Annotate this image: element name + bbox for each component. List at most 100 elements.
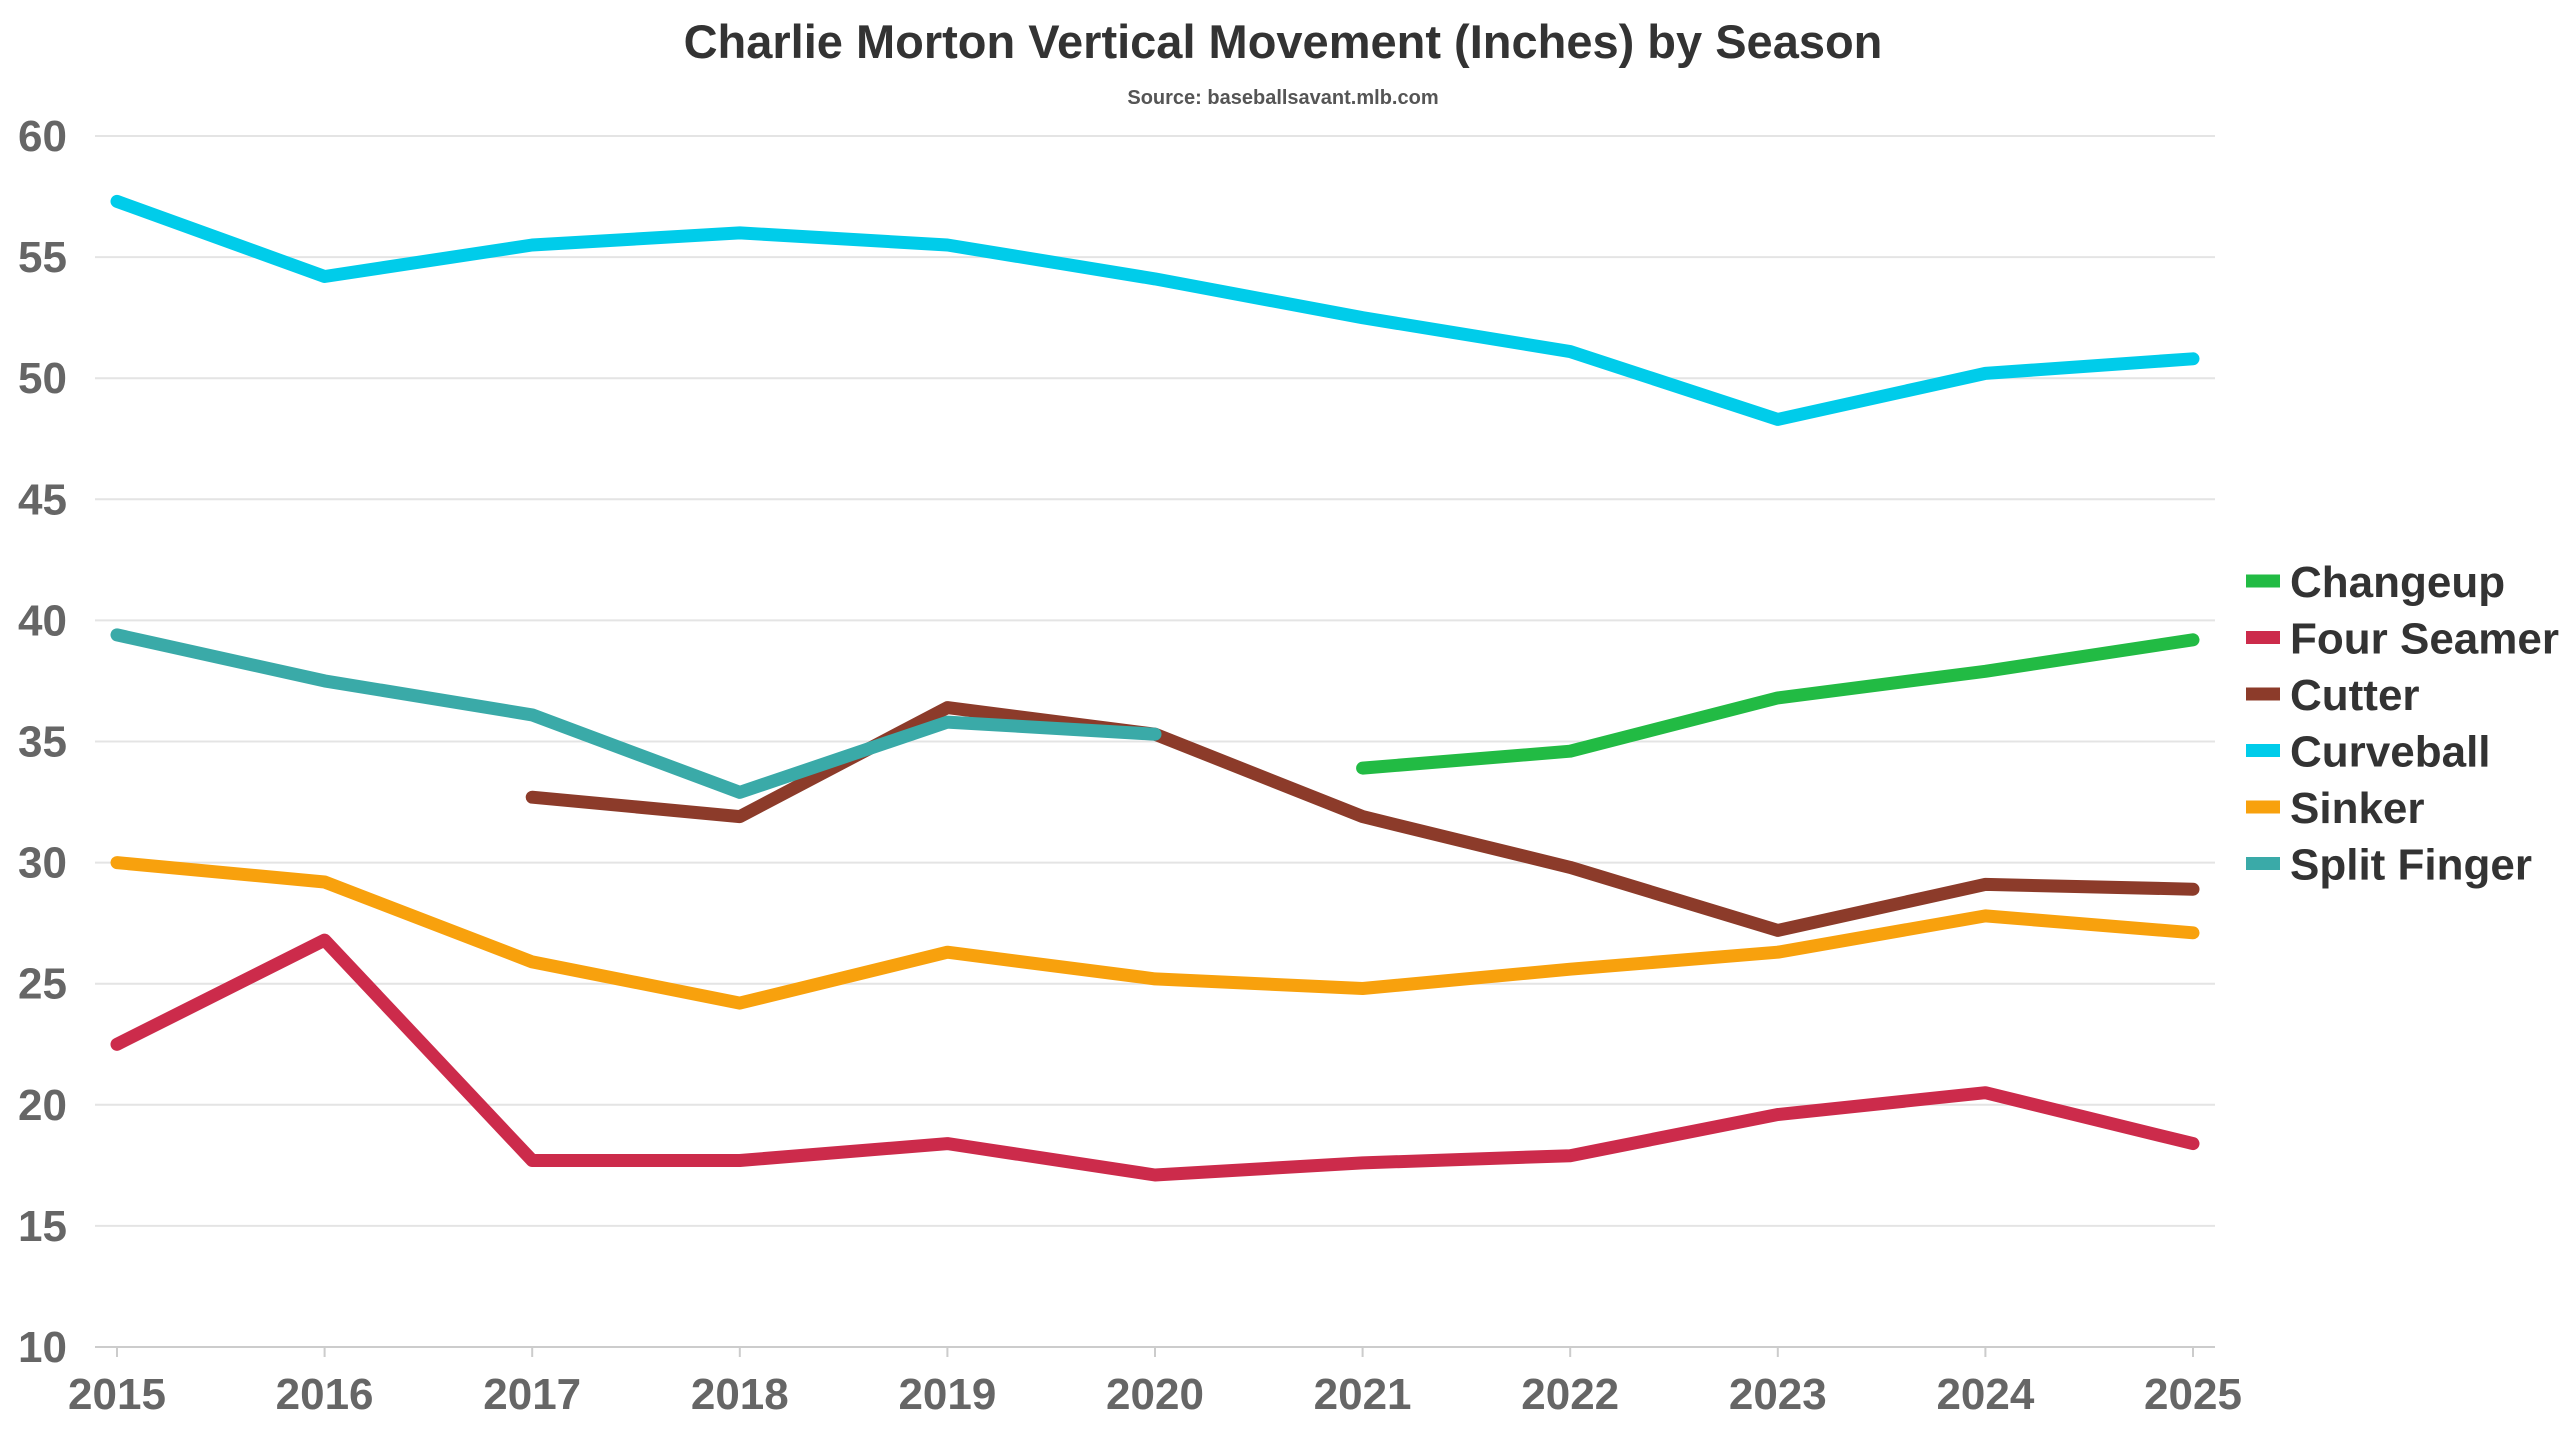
data-point-curveball (1984, 372, 1986, 374)
legend-label: Cutter (2290, 671, 2420, 720)
data-point-four-seamer (1569, 1155, 1571, 1157)
series-line-split-finger (110, 628, 1162, 799)
y-tick-label: 45 (18, 475, 67, 524)
legend-label: Changeup (2290, 558, 2505, 607)
data-point-curveball (1154, 278, 1156, 280)
legend: Changeup Four Seamer Cutter Curveball Sinker… (2246, 558, 2559, 890)
y-tick-label: 35 (18, 718, 67, 767)
data-point-curveball (116, 200, 118, 202)
data-point-curveball (1777, 418, 1779, 420)
data-point-four-seamer (2192, 1143, 2194, 1145)
series-line-changeup (1356, 633, 2200, 775)
data-point-split-finger (531, 714, 533, 716)
data-point-curveball (946, 244, 948, 246)
x-tick-label: 2024 (1936, 1370, 2034, 1419)
data-point-four-seamer (1777, 1113, 1779, 1115)
x-tick-label: 2017 (483, 1370, 581, 1419)
data-point-four-seamer (1362, 1162, 1364, 1164)
series-line-sinker (110, 856, 2200, 1010)
data-point-split-finger (116, 634, 118, 636)
x-tick-label: 2020 (1106, 1370, 1204, 1419)
x-tick-label: 2015 (68, 1370, 166, 1419)
x-axis-ticks: 2015 2016 2017 2018 2019 2020 2021 2022 2023 2024… (68, 1347, 2242, 1419)
data-point-cutter (2192, 888, 2194, 890)
data-point-cutter (1984, 883, 1986, 885)
x-tick-label: 2016 (276, 1370, 374, 1419)
legend-label: Curveball (2290, 728, 2491, 777)
y-tick-label: 60 (18, 112, 67, 161)
grid-lines (95, 135, 2215, 1348)
legend-label: Split Finger (2290, 841, 2532, 890)
data-point-curveball (1362, 317, 1364, 319)
legend-label: Sinker (2290, 784, 2425, 833)
data-point-changeup (1362, 767, 1364, 769)
series-changeup (1356, 633, 2200, 775)
data-point-sinker (739, 1002, 741, 1004)
y-axis-ticks: 10 15 20 25 30 35 40 45 50 55 60 (18, 112, 67, 1372)
data-point-sinker (324, 881, 326, 883)
data-point-sinker (2192, 932, 2194, 934)
data-point-split-finger (739, 791, 741, 793)
data-point-sinker (1362, 988, 1364, 990)
data-point-four-seamer (324, 939, 326, 941)
data-point-curveball (324, 275, 326, 277)
data-point-four-seamer (1984, 1092, 1986, 1094)
legend-item-cutter: Cutter (2246, 671, 2420, 720)
x-tick-label: 2022 (1521, 1370, 1619, 1419)
data-point-curveball (739, 232, 741, 234)
x-tick-label: 2021 (1314, 1370, 1412, 1419)
data-point-curveball (2192, 358, 2194, 360)
series-line-curveball (110, 194, 2200, 426)
data-point-four-seamer (739, 1160, 741, 1162)
data-point-sinker (1154, 978, 1156, 980)
data-point-sinker (531, 961, 533, 963)
legend-label: Four Seamer (2290, 615, 2559, 664)
y-tick-label: 20 (18, 1081, 67, 1130)
series-lines (110, 194, 2200, 1182)
data-point-sinker (116, 862, 118, 864)
legend-item-curveball: Curveball (2246, 728, 2491, 777)
data-point-four-seamer (116, 1043, 118, 1045)
data-point-four-seamer (946, 1143, 948, 1145)
data-point-sinker (1984, 915, 1986, 917)
data-point-sinker (946, 951, 948, 953)
data-point-four-seamer (531, 1160, 533, 1162)
data-point-changeup (2192, 639, 2194, 641)
series-curveball (110, 194, 2200, 426)
data-point-split-finger (324, 680, 326, 682)
data-point-cutter (531, 796, 533, 798)
data-point-changeup (1777, 697, 1779, 699)
legend-item-four-seamer: Four Seamer (2246, 615, 2559, 664)
y-tick-label: 30 (18, 839, 67, 888)
data-point-changeup (1984, 670, 1986, 672)
data-point-cutter (739, 816, 741, 818)
x-tick-label: 2018 (691, 1370, 789, 1419)
data-point-cutter (1362, 816, 1364, 818)
data-point-curveball (1569, 351, 1571, 353)
data-point-sinker (1777, 951, 1779, 953)
data-point-four-seamer (1154, 1174, 1156, 1176)
series-four-seamer (110, 933, 2200, 1182)
x-tick-label: 2019 (898, 1370, 996, 1419)
chart-subtitle: Source: baseballsavant.mlb.com (1127, 87, 1438, 109)
series-cutter (525, 701, 2200, 937)
legend-item-changeup: Changeup (2246, 558, 2505, 607)
data-point-cutter (946, 707, 948, 709)
data-point-split-finger (946, 721, 948, 723)
data-point-cutter (1569, 866, 1571, 868)
x-tick-label: 2025 (2144, 1370, 2242, 1419)
legend-item-split-finger: Split Finger (2246, 841, 2532, 890)
legend-item-sinker: Sinker (2246, 784, 2425, 833)
y-tick-label: 40 (18, 596, 67, 645)
x-tick-label: 2023 (1729, 1370, 1827, 1419)
y-tick-label: 15 (18, 1202, 67, 1251)
y-tick-label: 55 (18, 233, 67, 282)
data-point-sinker (1569, 968, 1571, 970)
series-split-finger (110, 628, 1162, 799)
data-point-split-finger (1154, 733, 1156, 735)
data-point-cutter (1777, 929, 1779, 931)
y-tick-label: 50 (18, 354, 67, 403)
y-tick-label: 10 (18, 1323, 67, 1372)
y-tick-label: 25 (18, 960, 67, 1009)
